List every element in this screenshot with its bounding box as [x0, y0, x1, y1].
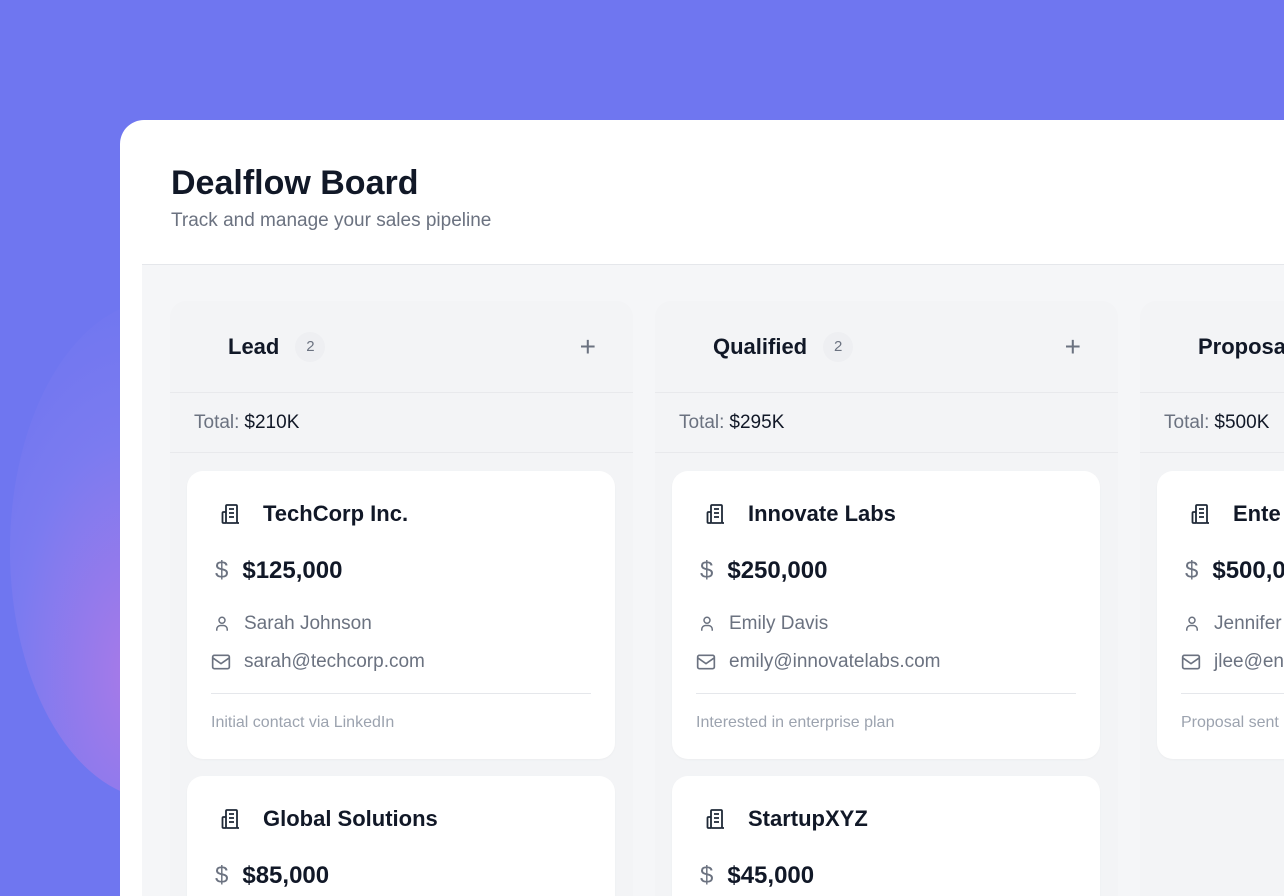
- total-label: Total:: [194, 411, 240, 433]
- user-icon: [701, 616, 713, 631]
- page-subtitle: Track and manage your sales pipeline: [171, 210, 492, 231]
- column-header: Proposa: [1140, 301, 1284, 393]
- mail-icon: [696, 654, 716, 670]
- card-divider: [1181, 693, 1284, 694]
- company-name: TechCorp Inc.: [263, 501, 409, 526]
- company-name: Global Solutions: [263, 806, 438, 831]
- deal-card[interactable]: TechCorp Inc. $ $125,000 Sarah Johnson sa…: [187, 471, 615, 759]
- contact-name: Sarah Johnson: [244, 613, 372, 634]
- contact-email[interactable]: sarah@techcorp.com: [244, 651, 425, 672]
- plus-icon: +: [1064, 330, 1081, 362]
- contact-name: Jennifer: [1214, 613, 1282, 634]
- contact-name: Emily Davis: [729, 613, 829, 634]
- column-title: Lead: [228, 333, 280, 359]
- contact-email[interactable]: emily@innovatelabs.com: [729, 651, 941, 672]
- column-total: Total: $500K: [1140, 393, 1284, 453]
- kanban-board: Lead 2 + Total: $210K TechCorp Inc. $ $125…: [142, 264, 1284, 896]
- dollar-icon: $: [700, 862, 714, 889]
- dollar-icon: $: [1185, 557, 1199, 584]
- column-header: Qualified 2 +: [655, 301, 1118, 393]
- deal-note: Proposal sent: [1181, 714, 1279, 731]
- total-label: Total:: [1164, 411, 1210, 433]
- column-total: Total: $295K: [655, 393, 1118, 453]
- page-title: Dealflow Board: [171, 164, 419, 202]
- deal-value: $85,000: [242, 862, 330, 889]
- column-count-badge: 2: [295, 331, 326, 362]
- building-icon: [221, 504, 239, 524]
- plus-icon: +: [579, 330, 596, 362]
- building-icon: [221, 809, 239, 829]
- add-deal-button[interactable]: +: [1065, 331, 1081, 363]
- deal-card[interactable]: Innovate Labs $ $250,000 Emily Davis emil…: [672, 471, 1100, 759]
- column-count-badge: 2: [823, 331, 854, 362]
- column-header: Lead 2 +: [170, 301, 633, 393]
- dollar-icon: $: [700, 557, 714, 584]
- user-icon: [1186, 616, 1198, 631]
- column-title: Qualified: [713, 333, 808, 359]
- deal-value: $500,0: [1212, 557, 1284, 584]
- building-icon: [1191, 504, 1209, 524]
- company-name: StartupXYZ: [748, 806, 868, 831]
- total-label: Total:: [679, 411, 725, 433]
- contact-email[interactable]: jlee@en: [1214, 651, 1284, 672]
- pipeline-column: Qualified 2 + Total: $295K Innovate Labs …: [655, 301, 1118, 896]
- company-name: Innovate Labs: [748, 501, 896, 526]
- total-value: $210K: [244, 411, 300, 433]
- deal-card[interactable]: StartupXYZ $ $45,000: [672, 776, 1100, 896]
- card-divider: [211, 693, 591, 694]
- deal-value: $250,000: [727, 557, 828, 584]
- card-divider: [696, 693, 1076, 694]
- mail-icon: [1181, 654, 1201, 670]
- company-name: Ente: [1233, 501, 1281, 526]
- dollar-icon: $: [215, 557, 229, 584]
- app-window: Dealflow Board Track and manage your sal…: [120, 120, 1284, 896]
- mail-icon: [211, 654, 231, 670]
- deal-card[interactable]: Global Solutions $ $85,000: [187, 776, 615, 896]
- deal-note: Interested in enterprise plan: [696, 714, 895, 731]
- deal-value: $45,000: [727, 862, 815, 889]
- total-value: $500K: [1214, 411, 1270, 433]
- pipeline-column: Proposa Total: $500K Ente $ $500,0 Jennife…: [1140, 301, 1284, 896]
- building-icon: [706, 504, 724, 524]
- dollar-icon: $: [215, 862, 229, 889]
- deal-note: Initial contact via LinkedIn: [211, 714, 395, 731]
- deal-card[interactable]: Ente $ $500,0 Jennifer jlee@en Proposal s…: [1157, 471, 1284, 759]
- user-icon: [216, 616, 228, 631]
- pipeline-column: Lead 2 + Total: $210K TechCorp Inc. $ $125…: [170, 301, 633, 896]
- deal-value: $125,000: [242, 557, 343, 584]
- column-total: Total: $210K: [170, 393, 633, 453]
- building-icon: [706, 809, 724, 829]
- total-value: $295K: [729, 411, 785, 433]
- add-deal-button[interactable]: +: [580, 331, 596, 363]
- column-title: Proposa: [1198, 333, 1284, 359]
